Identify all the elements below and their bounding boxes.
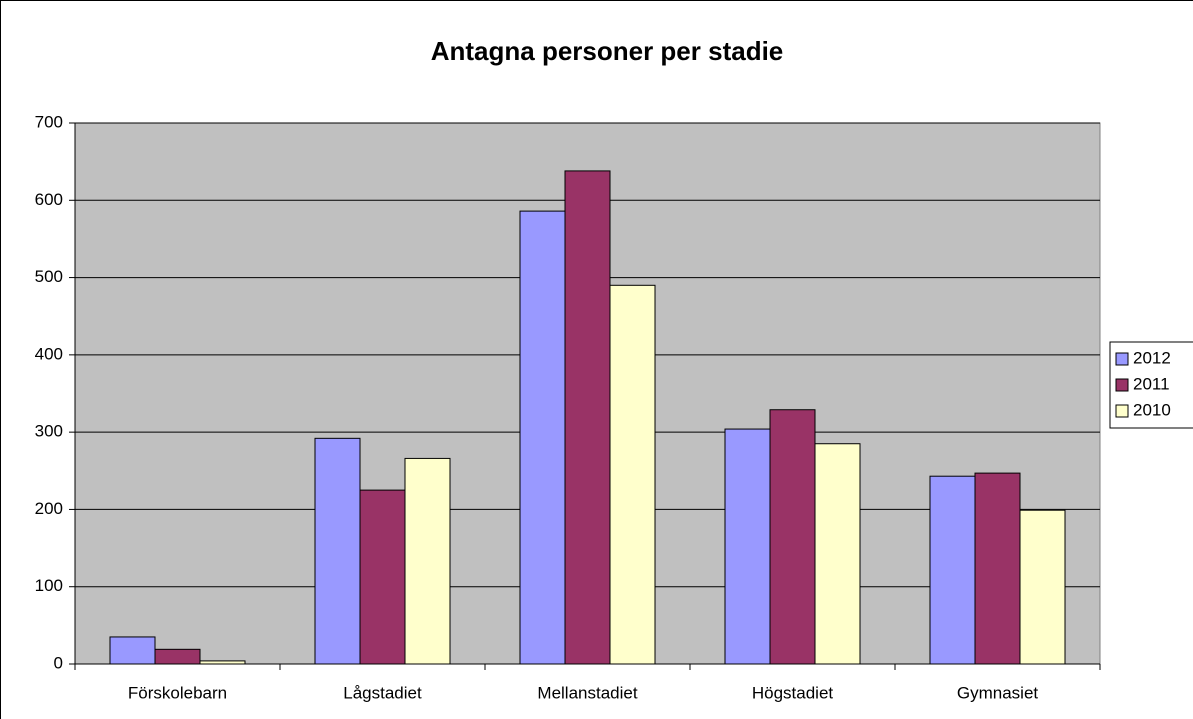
y-tick-label: 0 <box>54 653 63 672</box>
bar <box>359 489 406 665</box>
y-tick-label: 400 <box>35 344 63 363</box>
x-tick-label: Högstadiet <box>752 683 834 702</box>
legend-swatch <box>1115 352 1129 366</box>
bar <box>404 457 451 665</box>
bar <box>769 409 816 665</box>
legend-swatch <box>1115 378 1129 392</box>
bar <box>564 170 611 665</box>
bar <box>814 443 861 665</box>
bar <box>974 472 1021 665</box>
bar <box>199 660 246 665</box>
legend-label: 2011 <box>1133 374 1170 393</box>
x-tick-label: Förskolebarn <box>128 683 227 702</box>
bar <box>154 648 201 665</box>
bar <box>1019 509 1066 665</box>
x-tick-label: Lågstadiet <box>343 683 422 702</box>
bar <box>929 475 976 665</box>
legend-label: 2010 <box>1133 400 1171 419</box>
bar <box>519 210 566 665</box>
x-tick-label: Gymnasiet <box>957 683 1039 702</box>
y-tick-label: 100 <box>35 576 63 595</box>
legend-swatch <box>1115 404 1129 418</box>
y-tick-label: 300 <box>35 422 63 441</box>
y-tick-label: 200 <box>35 499 63 518</box>
bar <box>314 437 361 665</box>
bar <box>609 284 656 665</box>
y-tick-label: 700 <box>35 112 63 131</box>
bar <box>724 428 771 665</box>
x-tick-label: Mellanstadiet <box>537 683 637 702</box>
bar <box>109 636 156 665</box>
y-tick-label: 500 <box>35 267 63 286</box>
legend-label: 2012 <box>1133 348 1171 367</box>
y-tick-label: 600 <box>35 190 63 209</box>
chart-title: Antagna personer per stadie <box>431 36 784 66</box>
